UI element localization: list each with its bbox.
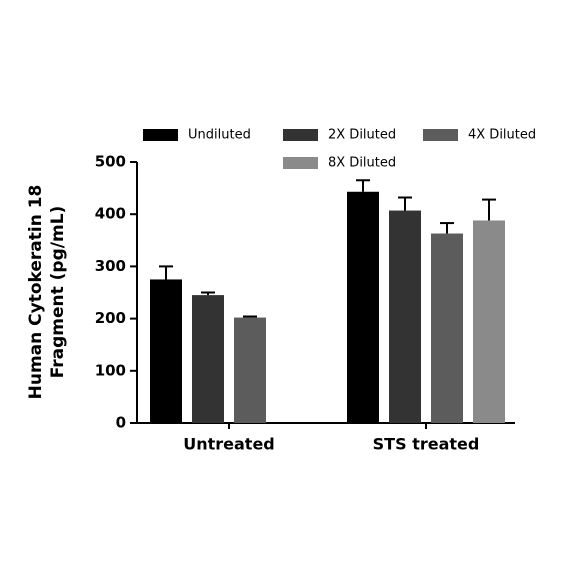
- y-tick-label: 0: [116, 414, 126, 432]
- bar: [389, 210, 421, 423]
- legend-label: 4X Diluted: [468, 128, 536, 143]
- legend-label: Undiluted: [188, 128, 251, 143]
- bar: [431, 233, 463, 423]
- legend-swatch: [283, 157, 318, 169]
- y-tick-label: 400: [95, 205, 126, 223]
- y-tick-label: 100: [95, 361, 126, 379]
- y-label-line: Fragment (pg/mL): [48, 206, 68, 379]
- legend-swatch: [143, 129, 178, 141]
- legend-label: 2X Diluted: [328, 128, 396, 143]
- bar: [234, 317, 266, 423]
- y-axis-title: Human Cytokeratin 18 Fragment (pg/mL): [26, 185, 68, 400]
- bar: [473, 220, 505, 423]
- y-label-line: Human Cytokeratin 18: [26, 185, 46, 400]
- legend-label: 8X Diluted: [328, 156, 396, 171]
- x-tick-label: STS treated: [373, 435, 480, 454]
- y-tick-label: 500: [95, 153, 126, 171]
- x-tick-label: Untreated: [183, 435, 275, 454]
- legend-swatch: [423, 129, 458, 141]
- bar: [150, 279, 182, 423]
- y-tick-label: 200: [95, 309, 126, 327]
- y-tick-label: 300: [95, 257, 126, 275]
- bar: [347, 191, 379, 423]
- legend-swatch: [283, 129, 318, 141]
- bar: [192, 295, 224, 423]
